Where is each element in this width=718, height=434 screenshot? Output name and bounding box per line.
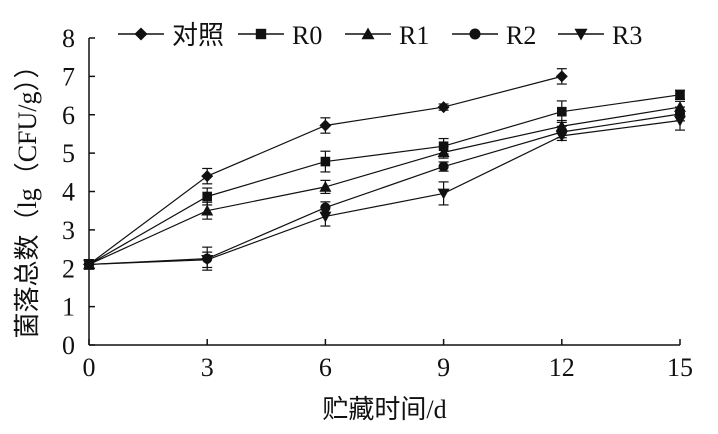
x-tick-label: 12 xyxy=(549,353,575,382)
y-tick-label: 5 xyxy=(62,139,75,168)
legend-item-1: 对照 xyxy=(118,21,224,50)
data-point xyxy=(557,106,567,117)
series-layer xyxy=(83,68,686,271)
data-point xyxy=(83,259,95,271)
data-point xyxy=(555,131,568,142)
y-tick-label: 8 xyxy=(62,24,75,53)
data-point xyxy=(437,101,450,114)
legend-marker xyxy=(469,28,481,40)
data-point xyxy=(437,146,450,158)
x-axis-title: 贮藏时间/d xyxy=(322,395,446,424)
x-tick-label: 6 xyxy=(319,353,332,382)
y-tick-label: 0 xyxy=(62,331,75,360)
y-tick-label: 7 xyxy=(62,62,75,91)
data-point xyxy=(438,161,449,172)
x-tick-label: 3 xyxy=(201,353,214,382)
data-point xyxy=(319,211,332,223)
legend-label: R2 xyxy=(506,21,536,50)
legend-item-3: R1 xyxy=(345,21,429,50)
data-point xyxy=(437,188,450,200)
y-tick-label: 6 xyxy=(62,101,75,130)
series-line xyxy=(88,94,681,265)
y-axis-title: 菌落总数（lg（CFU/g）） xyxy=(13,52,42,338)
series-line xyxy=(88,106,681,265)
series-5 xyxy=(83,110,686,271)
legend: 对照 R0 R1 R2 R3 xyxy=(118,21,642,50)
data-point xyxy=(319,180,332,192)
y-tick-label: 1 xyxy=(62,293,75,322)
legend-label: R0 xyxy=(292,21,322,50)
data-point xyxy=(674,115,686,127)
data-point xyxy=(320,156,331,167)
legend-marker xyxy=(134,27,148,41)
legend-marker xyxy=(574,28,588,41)
y-tick-label: 2 xyxy=(62,254,75,283)
legend-item-4: R2 xyxy=(452,21,536,50)
y-tick-label: 3 xyxy=(62,216,75,245)
data-point xyxy=(201,170,214,183)
series-line xyxy=(88,113,681,266)
data-point xyxy=(675,89,685,100)
legend-label: R1 xyxy=(399,21,429,50)
legend-item-2: R0 xyxy=(238,21,322,50)
data-point xyxy=(201,255,214,266)
series-line xyxy=(88,119,681,266)
legend-label: 对照 xyxy=(172,21,224,50)
legend-label: R3 xyxy=(612,21,642,50)
legend-marker xyxy=(361,27,375,40)
data-point xyxy=(201,204,214,216)
x-tick-label: 9 xyxy=(437,353,450,382)
x-tick-label: 15 xyxy=(667,353,693,382)
data-point xyxy=(319,119,332,132)
y-tick-label: 4 xyxy=(62,178,75,207)
data-point xyxy=(555,70,568,83)
x-tick-label: 0 xyxy=(83,353,96,382)
data-point xyxy=(202,191,212,202)
legend-marker xyxy=(255,28,267,40)
legend-item-5: R3 xyxy=(558,21,642,50)
